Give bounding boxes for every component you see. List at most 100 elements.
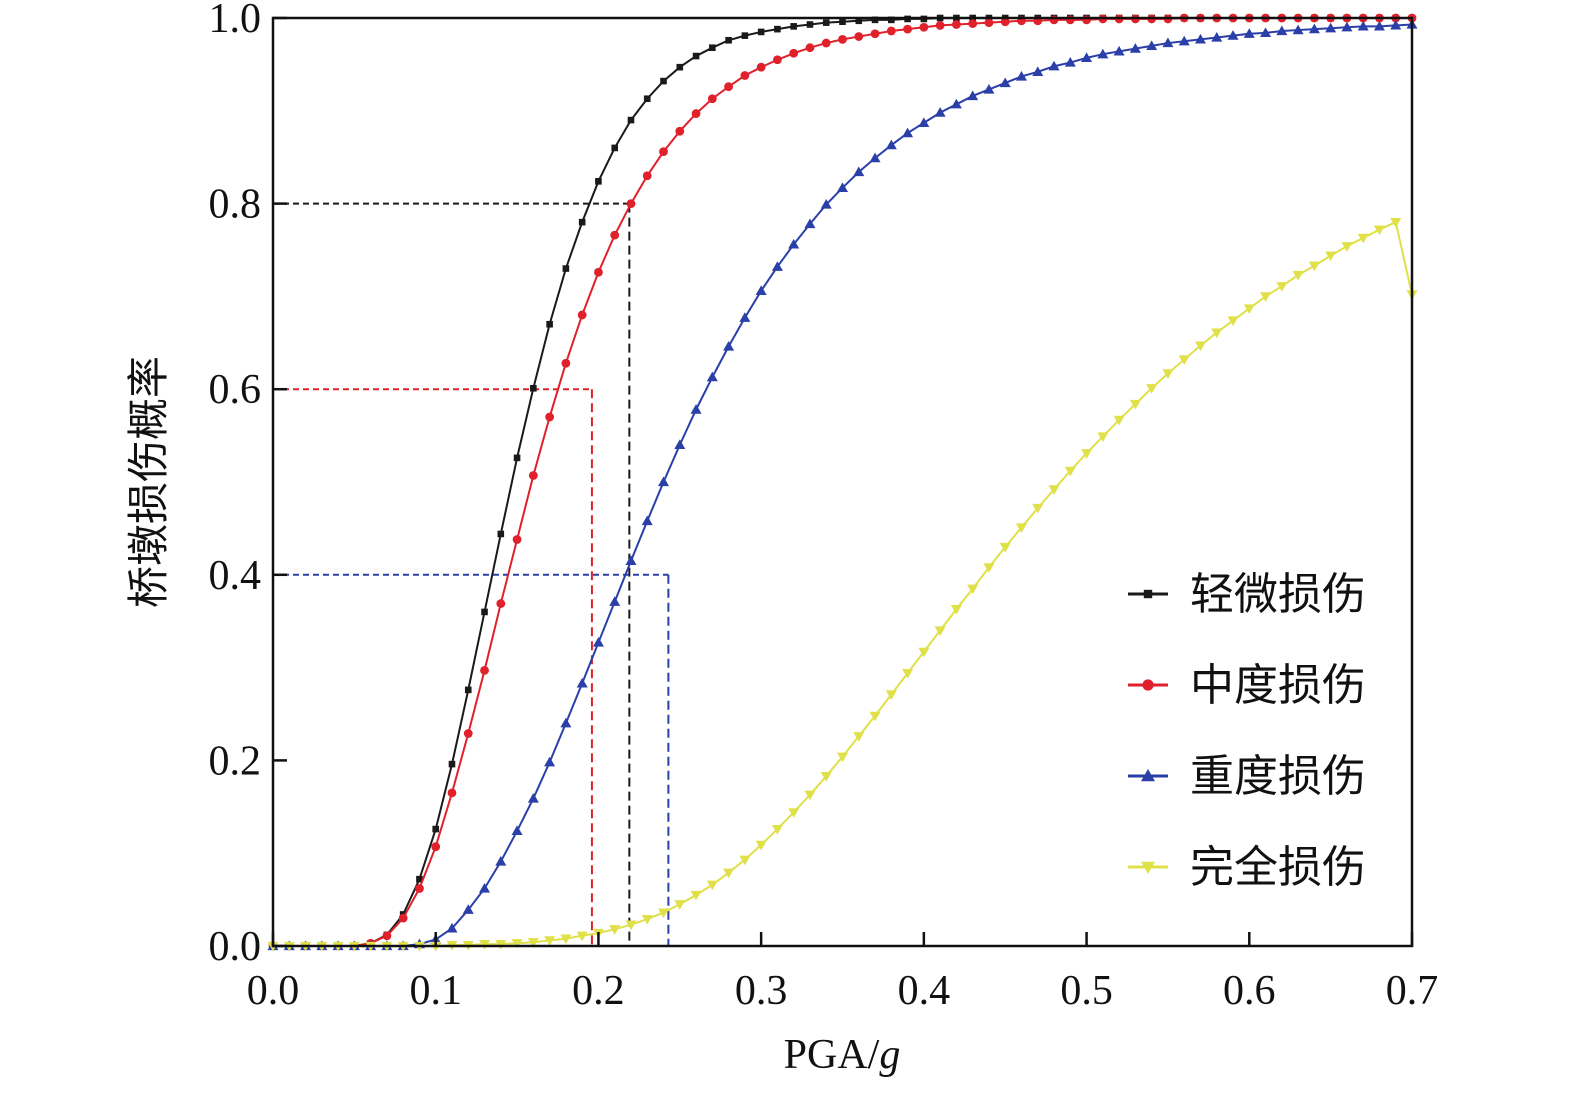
data-point-3-55 xyxy=(1162,369,1174,379)
x-axis-title: PGA/g xyxy=(784,1032,901,1078)
data-point-3-59 xyxy=(1227,316,1239,327)
data-point-1-31 xyxy=(773,55,782,65)
series-0 xyxy=(269,14,1416,950)
legend-label: 中度损伤 xyxy=(1190,661,1366,710)
data-point-1-40 xyxy=(919,22,929,32)
data-point-3-69 xyxy=(1390,218,1402,228)
data-point-0-29 xyxy=(741,32,749,39)
data-point-1-25 xyxy=(675,126,685,136)
data-point-3-46 xyxy=(1015,523,1027,533)
data-point-1-32 xyxy=(789,48,799,58)
data-point-0-28 xyxy=(725,36,732,44)
data-point-2-50 xyxy=(1081,52,1093,63)
data-point-2-21 xyxy=(609,596,621,606)
series-line-1 xyxy=(273,17,1412,947)
x-tick-label: 0.4 xyxy=(898,968,951,1014)
data-point-3-19 xyxy=(576,931,588,942)
series-line-2 xyxy=(273,23,1413,947)
data-point-2-67 xyxy=(1357,20,1369,31)
data-point-1-12 xyxy=(463,729,473,738)
data-point-0-17 xyxy=(546,320,553,328)
data-point-0-14 xyxy=(497,530,505,538)
data-point-2-14 xyxy=(495,856,507,866)
data-point-1-7 xyxy=(382,931,392,941)
data-point-2-17 xyxy=(544,756,556,767)
data-point-2-27 xyxy=(706,371,718,382)
x-tick-label: 0.0 xyxy=(247,968,300,1014)
data-point-2-51 xyxy=(1097,48,1109,59)
data-point-3-44 xyxy=(983,563,995,573)
data-point-1-38 xyxy=(886,26,896,36)
data-point-3-33 xyxy=(804,790,816,801)
data-point-2-42 xyxy=(950,98,962,109)
data-point-3-37 xyxy=(869,711,881,722)
data-point-3-47 xyxy=(1032,503,1044,514)
data-point-1-34 xyxy=(821,38,831,48)
data-point-2-18 xyxy=(560,717,572,728)
data-point-2-62 xyxy=(1276,25,1288,36)
data-point-0-19 xyxy=(578,218,586,226)
data-point-3-58 xyxy=(1211,328,1223,339)
tick-labels: 0.0 0.1 0.2 0.3 0.4 0.5 0.6 0.7 0.0 0.2 0.4 0.6 0.8 1… xyxy=(209,0,1439,1014)
data-point-2-25 xyxy=(674,439,686,450)
x-tick-label: 0.3 xyxy=(735,968,788,1014)
data-point-2-28 xyxy=(723,341,735,351)
data-point-1-9 xyxy=(415,884,424,893)
data-point-0-36 xyxy=(855,17,863,25)
data-point-2-19 xyxy=(576,677,588,688)
data-point-0-32 xyxy=(790,23,797,30)
legend-marker-1 xyxy=(1142,679,1154,691)
data-point-3-18 xyxy=(560,934,572,945)
data-point-0-34 xyxy=(822,19,830,26)
x-tick-label: 0.7 xyxy=(1386,968,1439,1014)
data-point-0-22 xyxy=(627,116,635,124)
data-point-2-69 xyxy=(1390,19,1402,30)
data-point-0-27 xyxy=(709,44,716,51)
data-point-3-23 xyxy=(641,914,653,925)
data-point-1-41 xyxy=(935,21,945,30)
data-point-2-39 xyxy=(902,127,914,138)
data-point-0-35 xyxy=(839,18,846,26)
legend-label: 轻微损伤 xyxy=(1190,570,1366,619)
data-point-1-35 xyxy=(838,34,847,44)
data-point-3-68 xyxy=(1373,225,1385,236)
data-point-3-41 xyxy=(934,626,946,636)
data-point-2-38 xyxy=(885,139,897,150)
y-tick-label: 0.4 xyxy=(209,553,262,599)
data-point-0-11 xyxy=(448,760,456,768)
data-point-1-13 xyxy=(480,665,489,675)
data-point-3-43 xyxy=(967,584,979,595)
data-point-3-61 xyxy=(1260,292,1272,302)
x-tick-label: 0.1 xyxy=(409,968,462,1014)
data-point-1-17 xyxy=(545,412,555,422)
x-tick-label: 0.5 xyxy=(1060,968,1113,1014)
data-point-1-21 xyxy=(610,230,620,240)
data-point-2-29 xyxy=(739,312,751,322)
legend-marker-0 xyxy=(1143,589,1153,599)
data-point-1-16 xyxy=(528,471,538,480)
data-point-3-29 xyxy=(739,855,751,866)
data-point-1-15 xyxy=(512,535,522,544)
data-point-1-26 xyxy=(691,109,701,118)
data-point-0-12 xyxy=(464,686,472,694)
data-point-3-52 xyxy=(1113,415,1125,426)
series-line-0 xyxy=(273,17,1412,947)
data-point-3-56 xyxy=(1178,355,1190,366)
data-point-2-66 xyxy=(1341,21,1353,32)
data-point-3-45 xyxy=(999,542,1011,553)
data-point-2-53 xyxy=(1129,43,1141,53)
data-point-3-42 xyxy=(950,605,962,615)
data-point-3-27 xyxy=(706,880,718,891)
plot-frame xyxy=(271,16,1414,948)
y-tick-label: 0.6 xyxy=(209,367,262,413)
data-point-2-64 xyxy=(1308,23,1320,34)
legend-item-3: 完全损伤 xyxy=(1128,843,1366,892)
legend-label: 完全损伤 xyxy=(1190,843,1366,892)
data-point-3-57 xyxy=(1194,341,1206,352)
data-point-1-30 xyxy=(756,62,766,72)
data-point-0-23 xyxy=(643,95,651,103)
data-point-2-34 xyxy=(820,199,832,209)
data-point-0-15 xyxy=(513,454,521,462)
data-point-0-33 xyxy=(806,21,814,28)
